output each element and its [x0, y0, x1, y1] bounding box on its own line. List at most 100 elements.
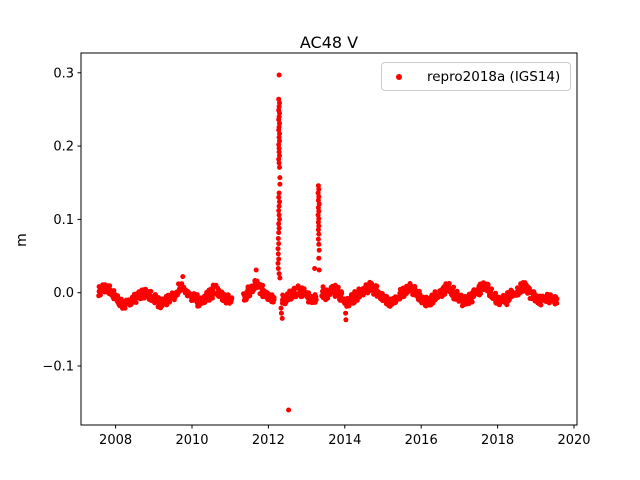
- chart-title: AC48 V: [299, 33, 359, 52]
- scatter-point: [194, 292, 200, 298]
- scatter-point: [277, 199, 282, 205]
- scatter-point: [331, 284, 337, 290]
- scatter-point: [276, 145, 282, 151]
- x-tick-label: 2016: [405, 433, 438, 448]
- x-tick-label: 2020: [557, 433, 590, 448]
- scatter-point: [367, 279, 373, 285]
- scatter-point: [379, 297, 385, 303]
- scatter-point: [195, 303, 201, 309]
- scatter-point: [245, 286, 251, 292]
- scatter-point: [253, 280, 259, 286]
- scatter-point: [315, 219, 321, 225]
- scatter-point: [432, 297, 438, 303]
- scatter-point: [351, 300, 357, 306]
- scatter-point: [108, 287, 114, 293]
- scatter-point: [524, 284, 530, 289]
- scatter-point: [547, 292, 553, 298]
- scatter-point: [386, 302, 392, 308]
- scatter-point: [275, 246, 281, 252]
- scatter-point: [359, 288, 365, 294]
- scatter-point: [276, 104, 282, 109]
- scatter-point: [413, 288, 419, 294]
- scatter-point: [316, 208, 322, 214]
- scatter-point: [168, 293, 174, 298]
- scatter-point: [203, 297, 209, 303]
- scatter-point: [277, 110, 282, 116]
- scatter-point: [167, 299, 173, 305]
- scatter-point: [553, 294, 558, 300]
- scatter-point: [490, 292, 496, 298]
- scatter-point: [344, 302, 350, 308]
- scatter-point: [120, 305, 125, 311]
- scatter-point: [124, 298, 130, 304]
- legend-label: repro2018a (IGS14): [427, 68, 561, 85]
- scatter-point: [276, 271, 282, 277]
- scatter-point: [384, 296, 390, 302]
- scatter-point: [451, 284, 457, 290]
- scatter-point: [276, 160, 282, 166]
- scatter-point: [243, 296, 249, 301]
- scatter-point: [264, 290, 270, 296]
- legend-marker-icon: [396, 73, 402, 80]
- scatter-point: [277, 216, 282, 222]
- scatter-point: [277, 164, 282, 170]
- scatter-point: [316, 231, 322, 237]
- scatter-point: [229, 296, 235, 302]
- scatter-point: [531, 293, 537, 299]
- scatter-point: [452, 295, 458, 301]
- x-tick-label: 2012: [252, 433, 285, 448]
- y-tick-label: 0.1: [53, 213, 74, 228]
- scatter-point: [128, 302, 133, 308]
- scatter-point: [316, 255, 322, 261]
- scatter-point: [315, 227, 321, 233]
- scatter-point: [276, 225, 282, 231]
- scatter-point: [527, 296, 533, 301]
- scatter-point: [489, 286, 494, 292]
- scatter-point: [269, 296, 275, 302]
- scatter-point: [275, 266, 281, 271]
- scatter-point: [105, 284, 110, 290]
- scatter-point: [269, 292, 275, 298]
- scatter-point: [276, 241, 282, 247]
- scatter-point: [277, 275, 283, 281]
- scatter-point: [158, 305, 164, 311]
- scatter-point: [276, 142, 282, 148]
- scatter-point: [397, 286, 403, 292]
- scatter-point: [409, 284, 415, 290]
- axes-frame: [80, 52, 578, 426]
- scatter-point: [315, 212, 321, 218]
- scatter-point: [447, 289, 453, 295]
- scatter-point: [536, 301, 542, 307]
- scatter-point: [276, 156, 282, 162]
- scatter-point: [276, 256, 282, 262]
- scatter-point: [505, 298, 511, 304]
- scatter-point: [278, 305, 284, 311]
- scatter-point: [312, 266, 318, 271]
- scatter-point: [276, 194, 282, 200]
- scatter-point: [302, 292, 308, 298]
- scatter-point: [278, 310, 284, 316]
- y-tick-label: −0.1: [42, 360, 74, 375]
- scatter-point: [276, 212, 282, 218]
- scatter-point: [111, 291, 117, 297]
- scatter-point: [471, 294, 477, 299]
- scatter-point: [275, 260, 281, 266]
- scatter-point: [420, 294, 426, 300]
- scatter-point: [477, 291, 483, 296]
- scatter-point: [437, 291, 443, 297]
- scatter-point: [322, 295, 328, 301]
- x-axis: 2008 2010 2012 2014 2016 2018 2020: [99, 425, 591, 448]
- scatter-point: [276, 134, 282, 140]
- scatter-point: [343, 310, 349, 316]
- scatter-point: [343, 317, 349, 323]
- scatter-point: [500, 292, 506, 298]
- scatter-point: [115, 296, 121, 302]
- scatter-point: [276, 230, 282, 236]
- scatter-point: [525, 290, 531, 296]
- y-tick-label: 0.3: [53, 66, 74, 81]
- scatter-point: [142, 292, 148, 297]
- scatter-point: [316, 241, 322, 247]
- scatter-point: [288, 296, 294, 302]
- scatter-point: [355, 289, 361, 295]
